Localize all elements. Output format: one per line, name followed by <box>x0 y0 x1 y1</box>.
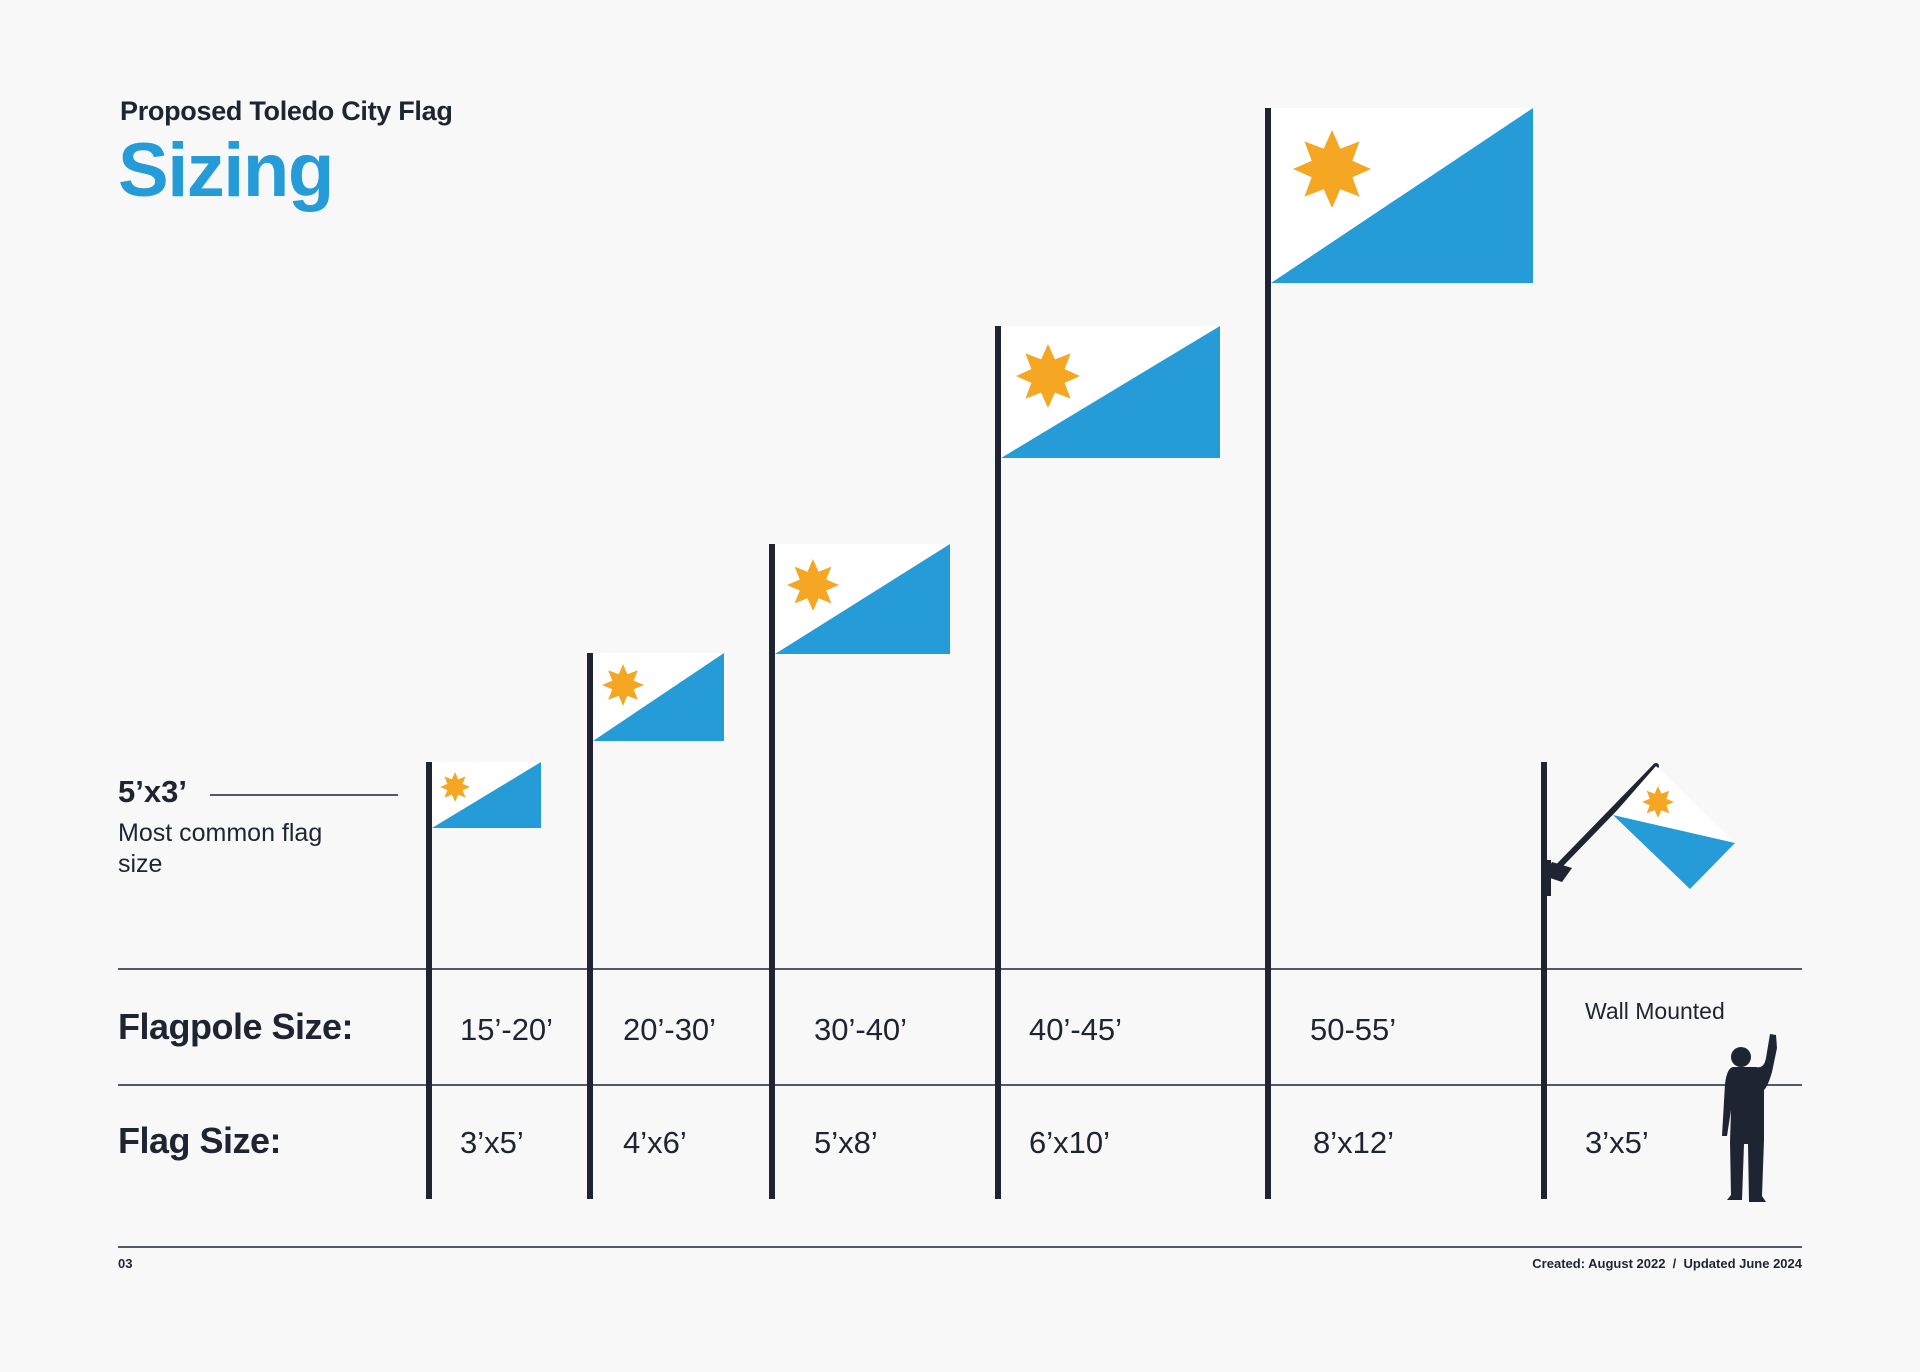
star-icon <box>1293 130 1371 208</box>
flag-size-cell: 4’x6’ <box>623 1125 687 1160</box>
flagpole <box>426 762 432 1199</box>
flag-size-cell: 3’x5’ <box>1585 1125 1649 1160</box>
wall-bracket <box>1541 860 1551 896</box>
flagpole-size-cell: Wall Mounted <box>1585 998 1725 1024</box>
flagpole-size-cell: 40’-45’ <box>1029 1012 1123 1047</box>
wall-post <box>1541 762 1547 1199</box>
flag-icon <box>1541 762 1735 1199</box>
star-icon <box>787 559 839 611</box>
page-number: 03 <box>118 1256 133 1271</box>
flagpole <box>769 544 775 1199</box>
star-icon <box>440 772 470 802</box>
star-icon <box>602 664 644 706</box>
flagpole <box>1265 108 1271 1199</box>
flag-size-cell: 5’x8’ <box>814 1125 878 1160</box>
flag-size-label: Flag Size: <box>118 1120 282 1161</box>
flag-icon <box>995 326 1220 1199</box>
star-icon <box>1016 344 1080 408</box>
flag-size-cell: 6’x10’ <box>1029 1125 1110 1160</box>
flag-icon <box>426 762 541 1199</box>
flagpole-size-cell: 15’-20’ <box>460 1012 554 1047</box>
page-title: Sizing <box>118 128 334 213</box>
flag-icon <box>769 544 950 1199</box>
flagpole <box>995 326 1001 1199</box>
common-size-label: 5’x3’ <box>118 774 187 809</box>
common-size-note: Most common flag size <box>118 819 323 878</box>
flagpole-size-cell: 20’-30’ <box>623 1012 717 1047</box>
flagpole <box>587 653 593 1199</box>
flag-icon <box>587 653 724 1199</box>
person-silhouette-icon <box>1722 1034 1777 1202</box>
flag-icon <box>1265 108 1533 1199</box>
document-subtitle: Proposed Toledo City Flag <box>120 96 453 126</box>
angled-pole <box>1552 763 1659 873</box>
document-dates: Created: August 2022 / Updated June 2024 <box>1532 1256 1802 1271</box>
flag-size-cell: 3’x5’ <box>460 1125 524 1160</box>
flagpole-size-cell: 50-55’ <box>1310 1012 1397 1047</box>
star-icon <box>1642 786 1674 818</box>
flag-size-cell: 8’x12’ <box>1313 1125 1394 1160</box>
flagpole-size-cell: 30’-40’ <box>814 1012 908 1047</box>
flagpole-size-label: Flagpole Size: <box>118 1006 354 1047</box>
